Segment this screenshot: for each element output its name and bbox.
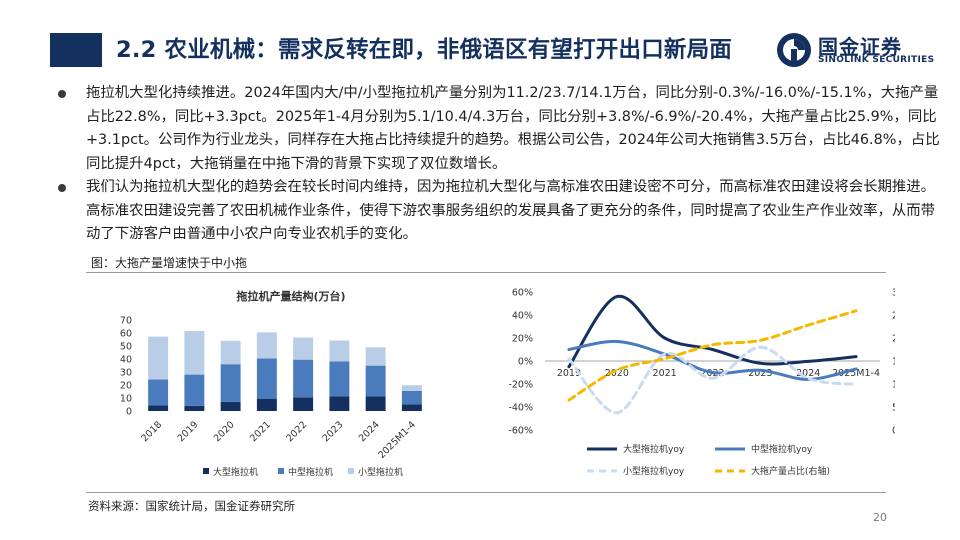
y-left-tick-label: -60% (508, 426, 533, 437)
x-tick-label: 2021 (248, 419, 273, 444)
bar-segment (220, 340, 241, 365)
x-tick-label: 2022 (284, 419, 309, 444)
legend-label: 小型拖拉机 (358, 466, 403, 478)
y-tick-label: 30 (120, 368, 132, 379)
chart-title: 拖拉机产量结构(万台) (236, 289, 345, 303)
bar-segment (184, 331, 205, 375)
y-tick-label: 40 (120, 355, 132, 366)
bullet-item: 我们认为拖拉机大型化的趋势会在较长时间内维持，因为拖拉机大型化与高标准农田建设密… (56, 176, 946, 247)
y-right-tick-label: 5% (892, 403, 895, 414)
bar-segment (293, 397, 314, 411)
legend-label: 大型拖拉机 (213, 466, 258, 478)
y-tick-label: 60 (120, 329, 132, 340)
logo-text-en: SINOLINK SECURITIES (818, 55, 935, 65)
x-tick-label: 2024 (357, 419, 382, 444)
title-accent-bar (50, 33, 102, 67)
y-left-tick-label: -40% (508, 403, 533, 414)
bar-segment (148, 405, 169, 411)
y-tick-label: 10 (120, 394, 132, 405)
bar-segment (365, 347, 386, 366)
bar-segment (401, 385, 422, 391)
source-divider (86, 492, 886, 493)
y-right-tick-label: 30% (892, 288, 895, 299)
x-tick-label: 2025M1-4 (376, 419, 418, 461)
slide-title: 2.2 农业机械：需求反转在即，非俄语区有望打开出口新局面 (116, 37, 732, 63)
series-line (567, 294, 858, 369)
bar-segment (256, 332, 277, 359)
figure-divider (86, 272, 886, 273)
bar-segment (148, 379, 169, 406)
y-left-tick-label: 40% (512, 311, 533, 322)
y-left-tick-label: 0% (518, 357, 533, 368)
y-right-tick-label: 15% (892, 357, 895, 368)
y-tick-label: 0 (126, 407, 132, 418)
page-number: 20 (873, 511, 887, 524)
y-left-tick-label: -20% (508, 380, 533, 391)
bar-segment (329, 396, 350, 411)
bar-segment (401, 390, 422, 405)
x-tick-label: 2024 (796, 368, 820, 379)
series-line (567, 345, 858, 415)
logo-mark-icon (777, 33, 811, 67)
figure-caption: 图：大拖产量增速快于中小拖 (91, 256, 248, 270)
y-left-tick-label: 60% (512, 288, 533, 299)
bullet-list: 拖拉机大型化持续推进。2024年国内大/中/小型拖拉机产量分别为11.2/23.… (56, 82, 946, 247)
legend-label: 大型拖拉机yoy (623, 443, 685, 455)
legend-swatch (278, 468, 284, 474)
bar-segment (329, 340, 350, 362)
bar-chart: 拖拉机产量结构(万台) 0 10 20 30 40 50 60 70 2018 2019 2020 20… (120, 289, 422, 478)
legend-label: 小型拖拉机yoy (623, 465, 685, 477)
legend-label: 中型拖拉机yoy (751, 443, 813, 455)
y-left-tick-label: 20% (512, 334, 533, 345)
x-tick-label: 2023 (321, 419, 346, 444)
source-note: 资料来源：国家统计局，国金证券研究所 (88, 499, 295, 513)
legend-label: 中型拖拉机 (288, 466, 333, 478)
bullet-dot-icon (58, 184, 66, 192)
x-tick-label: 2019 (176, 419, 201, 444)
legend-swatch (203, 468, 209, 474)
bullet-text: 我们认为拖拉机大型化的趋势会在较长时间内维持，因为拖拉机大型化与高标准农田建设密… (86, 179, 936, 242)
y-tick-label: 70 (120, 316, 132, 327)
y-tick-label: 20 (120, 381, 132, 392)
bullet-item: 拖拉机大型化持续推进。2024年国内大/中/小型拖拉机产量分别为11.2/23.… (56, 82, 946, 176)
bar-segment (256, 398, 277, 411)
y-right-tick-label: 20% (892, 334, 895, 345)
bar-segment (401, 404, 422, 411)
bar-segment (365, 396, 386, 411)
bar-segment (148, 336, 169, 380)
bar-segment (365, 365, 386, 397)
y-tick-label: 50 (120, 342, 132, 353)
bar-segment (293, 359, 314, 398)
logo-text-cn: 国金证券 (818, 35, 902, 59)
bullet-text: 拖拉机大型化持续推进。2024年国内大/中/小型拖拉机产量分别为11.2/23.… (86, 85, 940, 172)
x-tick-label: 2021 (653, 368, 677, 379)
x-tick-label: 2018 (139, 419, 164, 444)
bar-segment (184, 405, 205, 411)
bar-segment (256, 358, 277, 399)
bar-segment (293, 337, 314, 360)
bar-segment (220, 401, 241, 411)
series-line (567, 309, 858, 402)
line-chart: 60% 40% 20% 0% -20% -40% -60% 30% 25% 20% 15% 10% 5%… (508, 288, 895, 478)
bar-segment (184, 374, 205, 406)
x-tick-label: 2025M1-4 (832, 368, 880, 379)
bar-segment (220, 364, 241, 402)
bullet-dot-icon (58, 90, 66, 98)
company-logo: 国金证券 SINOLINK SECURITIES (776, 30, 946, 72)
legend-label: 大拖产量占比(右轴) (751, 465, 830, 477)
y-right-tick-label: 10% (892, 380, 895, 391)
y-right-tick-label: 25% (892, 311, 895, 322)
y-right-tick-label: 0% (892, 426, 895, 437)
x-tick-label: 2020 (212, 419, 237, 444)
legend-swatch (348, 468, 354, 474)
bar-segment (329, 361, 350, 397)
x-tick-label: 2023 (748, 368, 772, 379)
x-tick-label: 2019 (557, 368, 581, 379)
x-tick-label: 2020 (605, 368, 629, 379)
